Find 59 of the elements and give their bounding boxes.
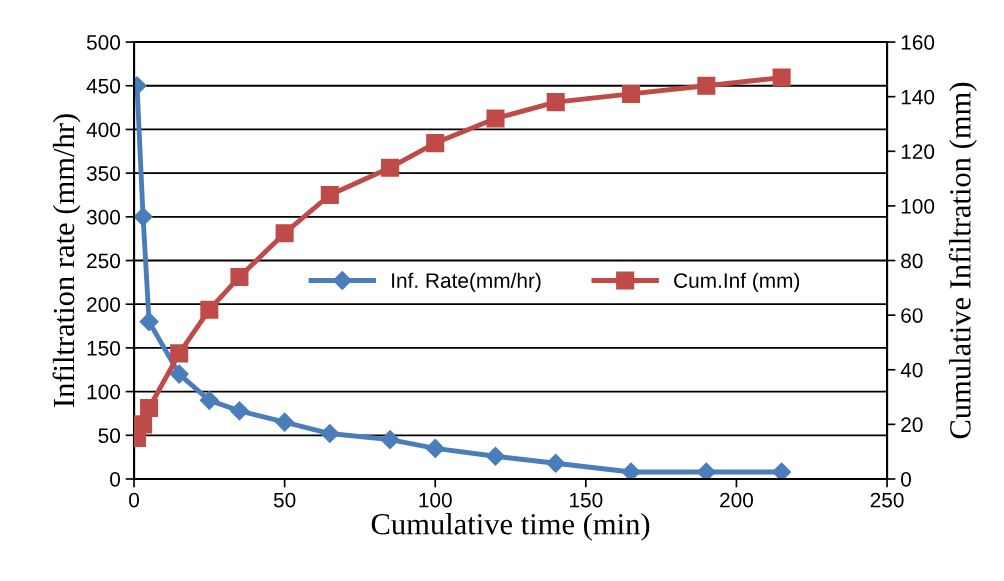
- point: [485, 446, 506, 466]
- x-tick-label: 50: [273, 492, 296, 508]
- point: [772, 462, 792, 479]
- point: [425, 438, 445, 458]
- point: [170, 344, 189, 363]
- point: [200, 300, 219, 319]
- point: [199, 390, 219, 410]
- y2-tick-label: 120: [901, 144, 935, 160]
- y-tick-label: 50: [98, 428, 121, 444]
- point: [772, 68, 791, 87]
- y-tick-label: 0: [110, 471, 121, 487]
- x-tick-label: 250: [870, 492, 904, 508]
- y-tick-label: 200: [87, 297, 121, 312]
- y2-tick-label: 80: [901, 253, 923, 269]
- point: [134, 207, 153, 227]
- y-tick-label: 300: [86, 209, 121, 225]
- y2-tick-label: 0: [901, 471, 911, 487]
- point: [486, 109, 505, 128]
- y-tick-label: 400: [86, 122, 121, 138]
- point: [275, 412, 295, 432]
- x-tick-label: 100: [419, 492, 452, 508]
- y2-tick-label: 20: [901, 417, 923, 433]
- point: [275, 224, 294, 243]
- legend-label: Inf. Rate(mm/hr): [392, 272, 541, 293]
- point: [546, 453, 566, 473]
- y-axis-title: Infiltration rate (mm/hr): [52, 114, 81, 408]
- y2-tick-label: 100: [901, 198, 935, 214]
- x-axis-title: Cumulative time (min): [371, 512, 650, 541]
- x-tick-label: 150: [570, 492, 603, 508]
- y-tick-label: 250: [87, 253, 121, 269]
- legend-label: Cum.Inf (mm): [674, 272, 800, 293]
- x-tick-label: 200: [720, 492, 753, 508]
- point: [230, 267, 249, 286]
- point: [426, 134, 445, 153]
- point: [139, 312, 159, 332]
- y-tick-label: 100: [87, 384, 121, 400]
- y2-tick-label: 40: [900, 362, 923, 378]
- y2-tick-label: 140: [901, 89, 935, 105]
- point: [140, 398, 159, 418]
- point: [229, 401, 249, 421]
- point: [621, 462, 641, 479]
- y-tick-label: 350: [86, 166, 121, 181]
- point: [697, 76, 716, 95]
- y-tick-label: 500: [86, 35, 121, 50]
- y2-tick-label: 60: [901, 308, 923, 323]
- x-tick-label: 0: [129, 492, 140, 508]
- point: [621, 84, 641, 103]
- y-tick-label: 450: [86, 78, 121, 94]
- point: [320, 424, 340, 444]
- point: [696, 462, 716, 479]
- y-tick-label: 150: [87, 340, 121, 356]
- point: [381, 158, 400, 177]
- point: [546, 93, 565, 112]
- point: [169, 364, 189, 384]
- y2-tick-label: 160: [901, 35, 935, 50]
- y2-axis-title: Cumulative Infiltration (mm): [948, 82, 977, 439]
- point: [134, 415, 153, 434]
- point: [380, 430, 400, 450]
- point: [320, 185, 339, 205]
